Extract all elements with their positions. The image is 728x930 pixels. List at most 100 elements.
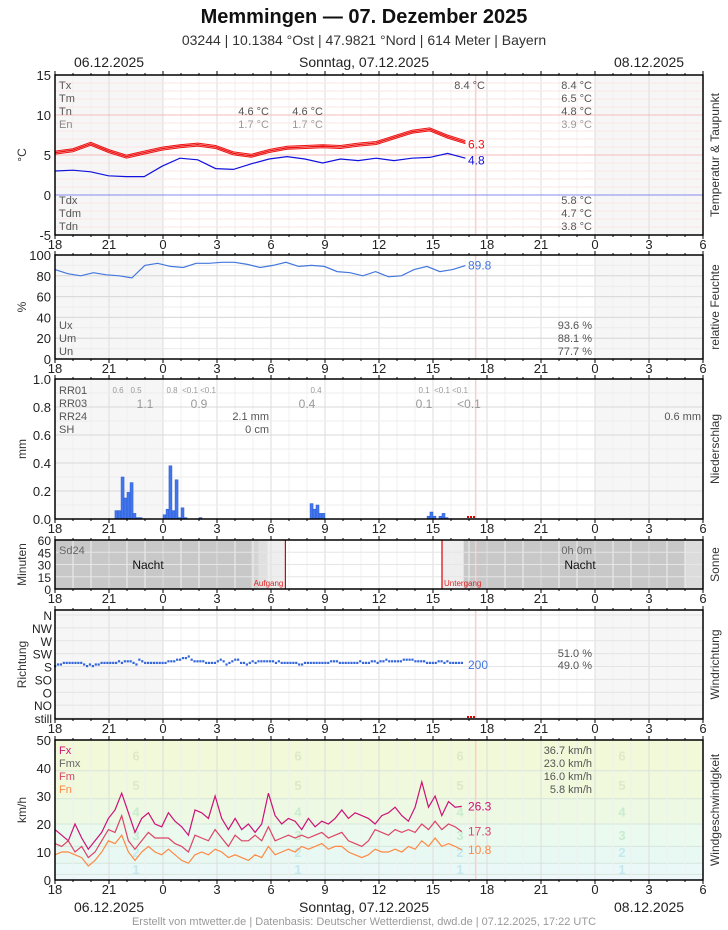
direction-point <box>109 661 112 664</box>
direction-point <box>146 661 150 664</box>
precip-bar <box>123 497 128 520</box>
time-tick-label: 15 <box>426 591 440 606</box>
time-tick-label: 9 <box>321 361 328 376</box>
y-tick-label: 0.2 <box>33 484 51 499</box>
direction-point <box>454 661 458 664</box>
time-tick-label: 0 <box>159 237 166 252</box>
annotation: 1 <box>456 862 463 877</box>
time-tick-label: 9 <box>321 721 328 736</box>
annotation: 4.6 °C <box>292 106 323 118</box>
annotation: <0.1 <box>452 386 468 395</box>
direction-point <box>446 660 449 663</box>
direction-label: S <box>44 661 52 675</box>
y-tick-label: 0 <box>44 188 51 203</box>
direction-point <box>266 660 269 663</box>
time-tick-label: 15 <box>426 521 440 536</box>
time-tick-label: 21 <box>102 721 116 736</box>
direction-point <box>213 661 217 664</box>
time-tick-label: 9 <box>321 237 328 252</box>
annotation: 88.1 % <box>558 333 592 345</box>
annotation: 5.8 °C <box>561 195 592 207</box>
annotation: 4.7 °C <box>561 208 592 220</box>
direction-point <box>91 665 94 668</box>
time-tick-label: 21 <box>102 591 116 606</box>
direction-point <box>396 660 400 663</box>
time-tick-label: 6 <box>699 361 706 376</box>
direction-point <box>271 660 275 663</box>
wind-speed-panel: 65432165432165432165432126.317.310.8FxFm… <box>15 733 722 897</box>
time-tick-label: 15 <box>426 361 440 376</box>
direction-point <box>405 658 408 661</box>
annotation: 0.9 <box>191 397 208 411</box>
direction-point <box>199 660 202 663</box>
time-tick-label: 0 <box>159 521 166 536</box>
annotation: 0.6 <box>112 386 124 395</box>
direction-point <box>132 661 135 664</box>
annotation: 2 <box>294 845 301 860</box>
direction-point <box>158 661 161 664</box>
time-tick-label: 6 <box>267 591 274 606</box>
annotation: 4 <box>294 804 302 819</box>
time-tick-label: 18 <box>48 361 62 376</box>
direction-point <box>65 661 68 664</box>
annotation: 6 <box>456 748 463 763</box>
direction-point <box>228 661 231 664</box>
annotation: 1.7 °C <box>238 119 269 131</box>
annotation: <0.1 <box>182 386 198 395</box>
panel-title: Windgeschwindigkeit <box>708 753 722 866</box>
direction-point <box>190 658 193 661</box>
direction-point <box>443 661 446 664</box>
direction-point <box>373 660 376 663</box>
annotation: RR03 <box>59 398 87 410</box>
direction-point <box>460 661 463 664</box>
direction-point <box>100 661 103 664</box>
precip-bar <box>309 503 314 520</box>
direction-point <box>141 660 144 663</box>
direction-point <box>155 661 158 664</box>
annotation: 6 <box>618 748 625 763</box>
direction-point <box>399 660 402 663</box>
direction-point <box>324 661 327 664</box>
direction-point <box>315 661 318 664</box>
direction-point <box>318 661 321 664</box>
annotation: Tdx <box>59 195 78 207</box>
precip-bar <box>174 479 179 520</box>
direction-point <box>251 660 254 663</box>
y-tick-label: 50 <box>37 733 51 748</box>
time-tick-label: 9 <box>321 521 328 536</box>
y-tick-label: -5 <box>39 228 51 243</box>
y-tick-label: 0 <box>44 873 51 888</box>
annotation: Fx <box>59 745 72 757</box>
direction-point <box>178 658 182 661</box>
annotation: 49.0 % <box>558 660 592 672</box>
direction-point <box>434 661 437 664</box>
svg-text:15: 15 <box>38 571 52 585</box>
annotation: Tdm <box>59 208 81 220</box>
direction-point <box>115 661 118 664</box>
direction-point <box>393 660 397 663</box>
direction-point <box>417 660 420 663</box>
direction-label: W <box>41 635 53 649</box>
direction-point <box>327 661 330 664</box>
time-tick-label: 0 <box>591 361 598 376</box>
annotation: 4.8 °C <box>561 106 592 118</box>
time-tick-label: 6 <box>699 237 706 252</box>
y-tick-label: 0.6 <box>33 428 51 443</box>
direction-point <box>74 661 77 664</box>
time-tick-label: 3 <box>645 521 652 536</box>
direction-point <box>231 660 234 663</box>
direction-point <box>263 660 266 663</box>
annotation: <0.1 <box>200 386 216 395</box>
date-left-bottom: 06.12.2025 <box>74 899 145 915</box>
y-tick-label: 5 <box>44 148 51 163</box>
direction-point <box>428 661 432 664</box>
direction-point <box>356 661 359 664</box>
time-tick-label: 0 <box>591 591 598 606</box>
direction-point <box>88 663 92 666</box>
annotation: Nacht <box>132 558 164 572</box>
y-tick-label: 60 <box>37 290 51 305</box>
direction-point <box>350 661 353 664</box>
direction-point <box>210 661 214 664</box>
